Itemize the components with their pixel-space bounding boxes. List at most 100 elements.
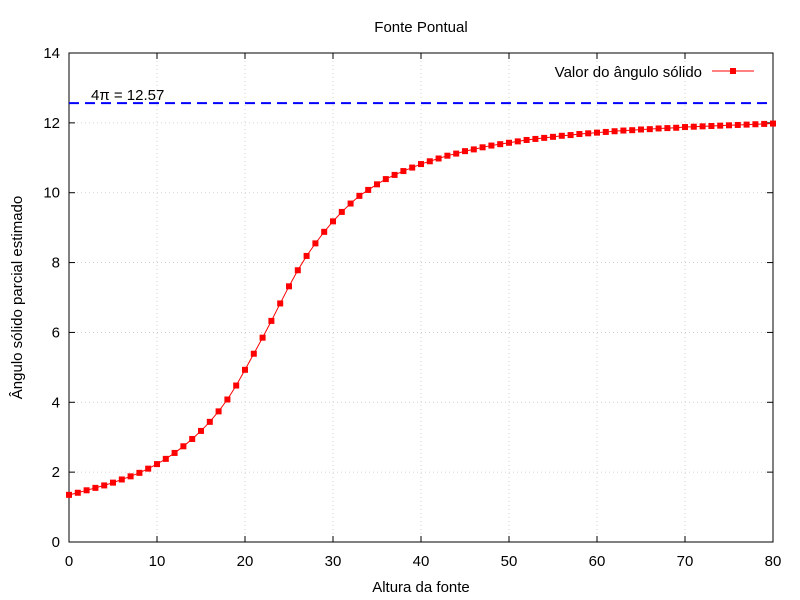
- data-point: [708, 123, 715, 130]
- data-point: [233, 382, 240, 389]
- data-point: [391, 171, 398, 178]
- y-axis-label: Ângulo sólido parcial estimado: [9, 196, 26, 399]
- y-tick-label: 0: [52, 534, 60, 551]
- data-point: [312, 240, 319, 247]
- data-point: [576, 131, 583, 138]
- x-tick-label: 70: [677, 553, 694, 570]
- data-point: [717, 122, 724, 129]
- data-point: [215, 408, 222, 415]
- data-point: [611, 128, 618, 135]
- data-point: [356, 192, 363, 199]
- data-point: [330, 218, 336, 225]
- y-tick-label: 6: [52, 324, 60, 341]
- data-point: [206, 418, 213, 425]
- x-tick-label: 80: [765, 553, 782, 570]
- data-point: [162, 455, 169, 462]
- data-point: [453, 150, 460, 157]
- data-point: [426, 158, 433, 165]
- data-point: [286, 283, 292, 290]
- data-point: [136, 469, 143, 476]
- data-point: [629, 127, 636, 134]
- y-tick-label: 8: [52, 255, 60, 272]
- data-point: [268, 317, 275, 324]
- data-point: [752, 121, 759, 128]
- data-point: [655, 125, 662, 132]
- data-point: [338, 208, 345, 215]
- legend-label: Valor do ângulo sólido: [555, 64, 702, 81]
- data-point: [118, 476, 125, 483]
- data-point: [514, 138, 521, 145]
- data-point: [101, 482, 108, 489]
- chart-title: Fonte Pontual: [374, 19, 467, 36]
- y-tick-label: 10: [43, 185, 60, 202]
- data-point: [198, 427, 204, 434]
- data-point: [92, 484, 99, 491]
- data-point: [682, 124, 688, 131]
- data-point: [690, 123, 697, 130]
- data-point: [594, 129, 600, 136]
- data-point: [259, 334, 266, 341]
- data-point: [470, 146, 477, 153]
- data-point: [83, 487, 90, 494]
- legend: Valor do ângulo sólido: [555, 64, 754, 81]
- data-point: [347, 200, 354, 207]
- legend-marker: [730, 68, 736, 74]
- data-point: [664, 125, 671, 132]
- grid: [69, 53, 773, 542]
- data-point: [224, 396, 231, 403]
- data-point: [145, 465, 152, 472]
- data-point: [602, 128, 609, 135]
- x-tick-label: 10: [149, 553, 166, 570]
- reference-line-label: 4π = 12.57: [91, 87, 164, 104]
- data-point: [382, 176, 389, 183]
- y-tick-label: 14: [43, 45, 60, 62]
- data-point: [409, 164, 416, 171]
- y-tick-label: 12: [43, 115, 60, 132]
- x-tick-label: 0: [65, 553, 73, 570]
- x-tick-label: 20: [237, 553, 254, 570]
- data-point: [506, 139, 512, 146]
- data-point: [479, 144, 486, 151]
- data-point: [294, 267, 301, 274]
- data-point: [277, 300, 284, 307]
- data-point: [673, 124, 680, 131]
- data-point: [638, 126, 644, 133]
- data-point: [462, 148, 468, 155]
- data-point: [734, 121, 741, 128]
- data-point: [242, 366, 248, 373]
- data-point: [567, 132, 574, 139]
- series-group: [66, 120, 776, 498]
- data-point: [374, 181, 380, 188]
- data-point: [171, 449, 178, 456]
- data-point: [435, 155, 442, 162]
- data-point: [532, 135, 539, 142]
- data-point: [620, 127, 627, 134]
- data-point: [400, 168, 407, 175]
- data-point: [250, 350, 257, 357]
- data-point: [110, 479, 116, 486]
- data-point: [444, 152, 451, 159]
- data-point: [180, 443, 187, 450]
- y-tick-label: 4: [52, 394, 60, 411]
- data-point: [497, 141, 504, 148]
- data-point: [321, 228, 328, 235]
- axis-ticks: 0 10 20 30 40 50 60 70 80 0 2 4 6 8 10 12 14: [43, 45, 781, 570]
- data-point: [127, 473, 134, 480]
- data-point: [189, 435, 196, 442]
- data-point: [585, 130, 592, 137]
- data-point: [523, 136, 530, 143]
- x-axis-label: Altura da fonte: [372, 579, 470, 596]
- data-point: [488, 142, 495, 149]
- data-point: [154, 461, 160, 468]
- data-point: [74, 489, 81, 496]
- data-point: [726, 122, 732, 129]
- data-point: [558, 132, 565, 139]
- x-tick-label: 40: [413, 553, 430, 570]
- data-point: [770, 120, 776, 127]
- data-point: [365, 186, 372, 193]
- data-point: [699, 123, 706, 130]
- data-point: [66, 491, 72, 498]
- data-point: [541, 134, 548, 141]
- x-tick-label: 30: [325, 553, 342, 570]
